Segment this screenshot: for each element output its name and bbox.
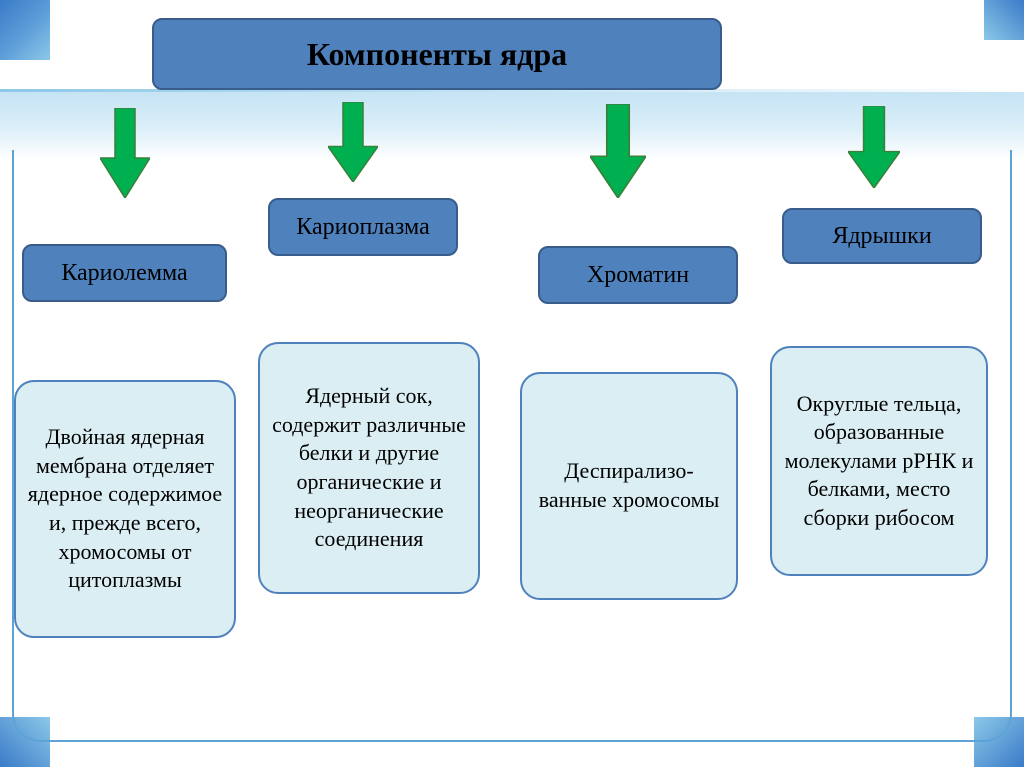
corner-decoration [0, 0, 50, 60]
component-description-text: Округлые тельца, образованные молекулами… [782, 390, 976, 533]
corner-decoration [984, 0, 1024, 40]
component-node: Кариоплазма [268, 198, 458, 256]
component-node: Ядрышки [782, 208, 982, 264]
component-node-label: Кариолемма [61, 260, 187, 287]
component-description: Округлые тельца, образованные молекулами… [770, 346, 988, 576]
component-node: Хроматин [538, 246, 738, 304]
component-description-text: Деспирализо- ванные хромосомы [539, 457, 720, 514]
component-node-label: Хроматин [587, 262, 689, 289]
down-arrow [590, 104, 646, 198]
component-node-label: Ядрышки [832, 223, 931, 250]
down-arrow [100, 108, 150, 198]
down-arrow [848, 106, 900, 188]
component-description-text: Двойная ядерная мембрана отделяет ядерно… [26, 423, 224, 595]
component-description: Ядерный сок, содержит различные белки и … [258, 342, 480, 594]
diagram-title-text: Компоненты ядра [307, 36, 567, 73]
component-description-text: Ядерный сок, содержит различные белки и … [270, 382, 468, 554]
diagram-title: Компоненты ядра [152, 18, 722, 90]
component-node: Кариолемма [22, 244, 227, 302]
down-arrow [328, 102, 378, 182]
component-node-label: Кариоплазма [296, 214, 429, 241]
component-description: Деспирализо- ванные хромосомы [520, 372, 738, 600]
component-description: Двойная ядерная мембрана отделяет ядерно… [14, 380, 236, 638]
